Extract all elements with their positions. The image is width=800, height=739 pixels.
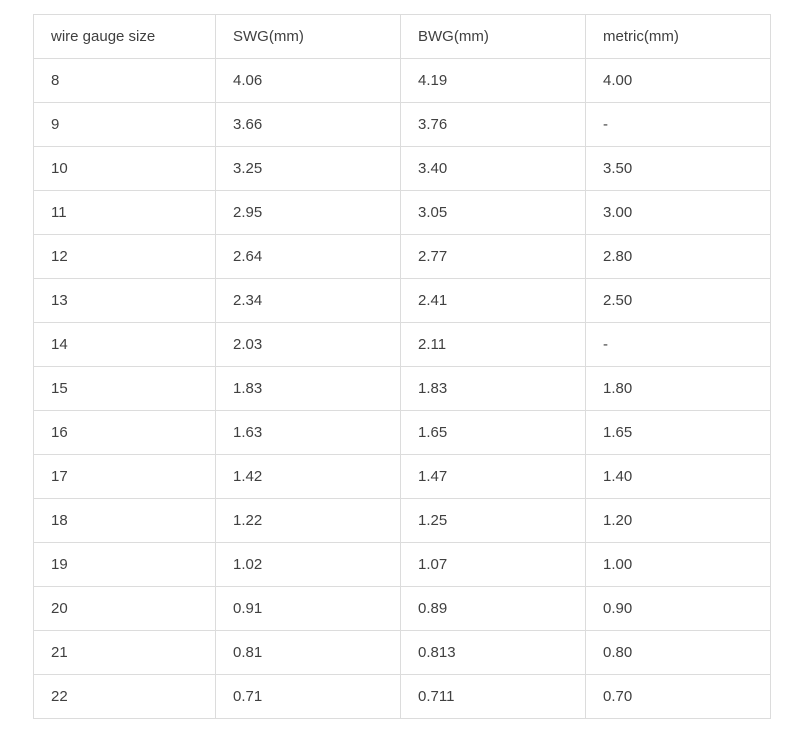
table-cell: 3.66	[215, 102, 401, 147]
table-cell: 20	[33, 586, 216, 631]
table-cell: 11	[33, 190, 216, 235]
table-cell: 0.91	[215, 586, 401, 631]
table-cell: 13	[33, 278, 216, 323]
header-row: wire gauge size SWG(mm) BWG(mm) metric(m…	[33, 14, 771, 59]
table-cell: 1.40	[585, 454, 771, 499]
table-row: 13 2.34 2.41 2.50	[33, 278, 771, 323]
table-cell: 2.64	[215, 234, 401, 279]
table-cell: 18	[33, 498, 216, 543]
table-row: 21 0.81 0.813 0.80	[33, 630, 771, 675]
column-header-bwg: BWG(mm)	[400, 14, 586, 59]
table-body: 8 4.06 4.19 4.00 9 3.66 3.76-10 3.25 3.40 3.50 11 2…	[33, 58, 771, 719]
table-cell: 14	[33, 322, 216, 367]
table-row: 16 1.63 1.65 1.65	[33, 410, 771, 455]
table-cell: 1.83	[400, 366, 586, 411]
table-cell: 12	[33, 234, 216, 279]
table-cell: 0.81	[215, 630, 401, 675]
table-row: 11 2.95 3.05 3.00	[33, 190, 771, 235]
table-cell: -	[585, 322, 771, 367]
table-row: 8 4.06 4.19 4.00	[33, 58, 771, 103]
table-cell: 2.95	[215, 190, 401, 235]
table-cell: 15	[33, 366, 216, 411]
table-cell: 1.07	[400, 542, 586, 587]
table-cell: 2.80	[585, 234, 771, 279]
table-cell: 3.40	[400, 146, 586, 191]
table-cell: 1.42	[215, 454, 401, 499]
table-cell: 4.06	[215, 58, 401, 103]
table-row: 17 1.42 1.47 1.40	[33, 454, 771, 499]
column-header-swg: SWG(mm)	[215, 14, 401, 59]
table-row: 20 0.91 0.89 0.90	[33, 586, 771, 631]
table-cell: 0.80	[585, 630, 771, 675]
table-cell: 2.34	[215, 278, 401, 323]
table-row: 15 1.83 1.83 1.80	[33, 366, 771, 411]
table-cell: 2.11	[400, 322, 586, 367]
table-cell: 1.22	[215, 498, 401, 543]
table-cell: 22	[33, 674, 216, 719]
column-header-wire-gauge-size: wire gauge size	[33, 14, 216, 59]
table-cell: 1.00	[585, 542, 771, 587]
wire-gauge-table: wire gauge size SWG(mm) BWG(mm) metric(m…	[33, 14, 771, 719]
table-cell: -	[585, 102, 771, 147]
table-cell: 2.77	[400, 234, 586, 279]
table-cell: 1.80	[585, 366, 771, 411]
table-row: 14 2.03 2.11-	[33, 322, 771, 367]
table-header: wire gauge size SWG(mm) BWG(mm) metric(m…	[33, 14, 771, 59]
table-cell: 1.63	[215, 410, 401, 455]
table-cell: 3.50	[585, 146, 771, 191]
table-cell: 19	[33, 542, 216, 587]
table-cell: 1.83	[215, 366, 401, 411]
table-cell: 10	[33, 146, 216, 191]
table-cell: 1.65	[400, 410, 586, 455]
table-cell: 1.02	[215, 542, 401, 587]
table-cell: 2.03	[215, 322, 401, 367]
table-cell: 16	[33, 410, 216, 455]
table-cell: 0.813	[400, 630, 586, 675]
table-cell: 0.71	[215, 674, 401, 719]
table-cell: 21	[33, 630, 216, 675]
table-row: 18 1.22 1.25 1.20	[33, 498, 771, 543]
table-cell: 1.25	[400, 498, 586, 543]
table-cell: 0.70	[585, 674, 771, 719]
column-header-metric: metric(mm)	[585, 14, 771, 59]
table-cell: 9	[33, 102, 216, 147]
table-row: 12 2.64 2.77 2.80	[33, 234, 771, 279]
table-cell: 4.19	[400, 58, 586, 103]
table-row: 19 1.02 1.07 1.00	[33, 542, 771, 587]
table-cell: 3.05	[400, 190, 586, 235]
table-cell: 1.65	[585, 410, 771, 455]
table-cell: 3.76	[400, 102, 586, 147]
table-cell: 0.89	[400, 586, 586, 631]
table-cell: 2.50	[585, 278, 771, 323]
table-cell: 0.711	[400, 674, 586, 719]
table-cell: 17	[33, 454, 216, 499]
table-row: 9 3.66 3.76-	[33, 102, 771, 147]
table-cell: 1.47	[400, 454, 586, 499]
table-row: 10 3.25 3.40 3.50	[33, 146, 771, 191]
table-cell: 1.20	[585, 498, 771, 543]
table-cell: 3.00	[585, 190, 771, 235]
table-row: 22 0.71 0.711 0.70	[33, 674, 771, 719]
table-cell: 0.90	[585, 586, 771, 631]
table-cell: 3.25	[215, 146, 401, 191]
table-cell: 4.00	[585, 58, 771, 103]
table-cell: 8	[33, 58, 216, 103]
table-cell: 2.41	[400, 278, 586, 323]
